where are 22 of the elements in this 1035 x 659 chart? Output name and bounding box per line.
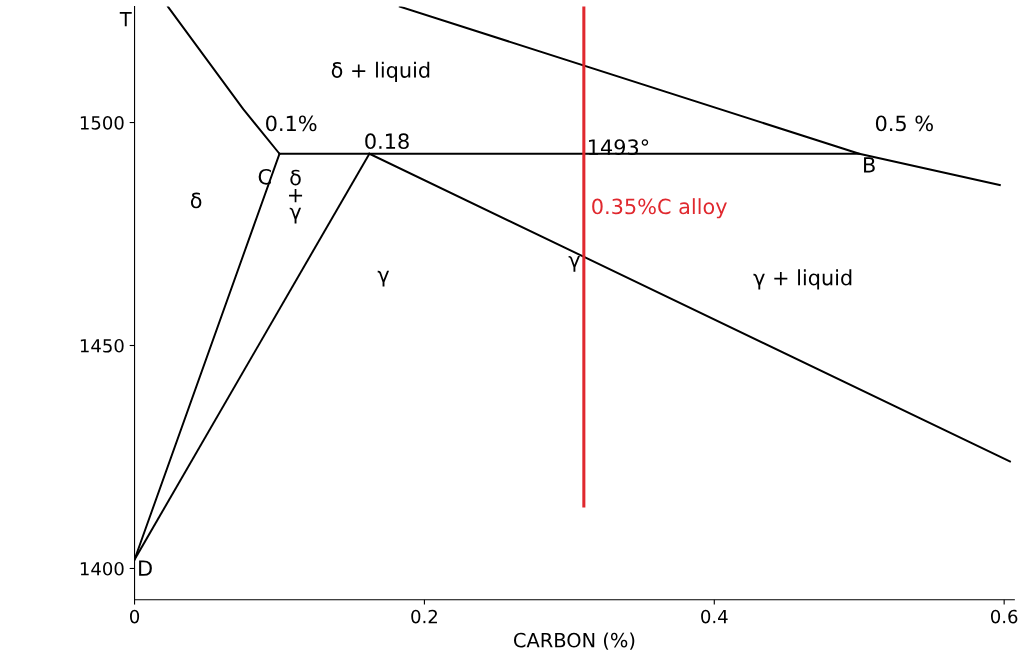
annotation: 0.5 % (875, 115, 933, 132)
x-tick-label: 0 (130, 609, 140, 624)
y-tick-label: 1400 (80, 561, 124, 576)
x-axis-title: CARBON (%) (513, 632, 635, 650)
annotation: δ + liquid (331, 61, 430, 82)
annotation: 0.18 (365, 133, 409, 150)
annotation: γ (568, 255, 580, 272)
y-tick-label: 1450 (80, 338, 124, 353)
x-tick-label: 0.6 (990, 609, 1018, 624)
annotation: C (258, 168, 271, 185)
annotation: δ (190, 192, 202, 209)
annotation: γ + liquid (753, 269, 852, 290)
annotation: δ + γ (289, 169, 303, 224)
annotation: D (139, 560, 152, 576)
series-label: 0.35%C alloy (592, 198, 727, 219)
annotation: 0.1% (266, 115, 317, 132)
annotation: γ (377, 270, 390, 287)
x-tick-label: 0.4 (701, 609, 728, 624)
y-axis-title: T (119, 12, 132, 27)
y-tick-label: 1500 (80, 115, 124, 130)
x-tick-label: 0.2 (411, 609, 437, 624)
annotation: B (864, 157, 875, 173)
